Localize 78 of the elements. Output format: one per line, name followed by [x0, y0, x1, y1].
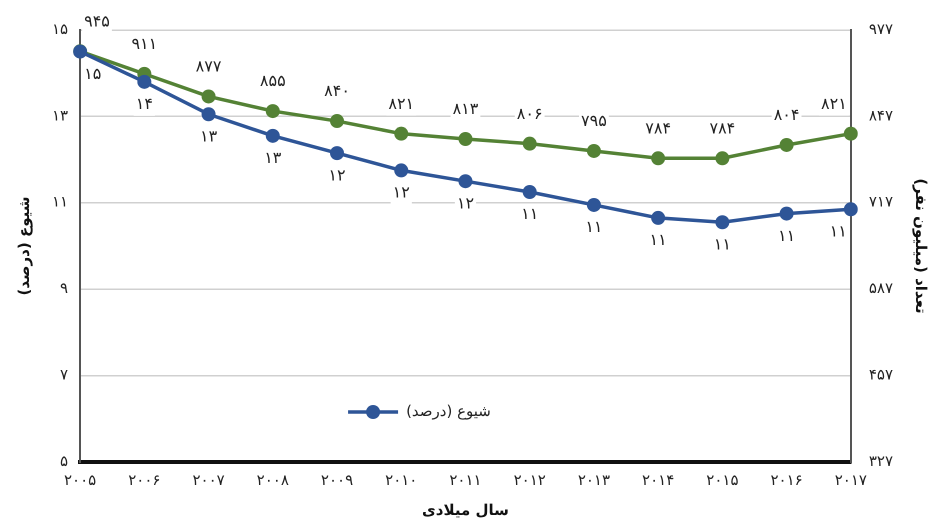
- y-axis-title: شیوع (درصد): [14, 196, 33, 296]
- data-label: ۷۸۴: [645, 118, 672, 138]
- point: [651, 210, 666, 225]
- data-label: ۸۱۳: [452, 99, 479, 118]
- y-tick-label: ۱۳: [52, 106, 68, 124]
- data-label: ۱۲: [328, 165, 346, 184]
- legend-label: شیوع (درصد): [406, 402, 491, 420]
- point: [715, 151, 730, 166]
- point: [586, 198, 601, 212]
- data-label: ۹۴۵: [84, 11, 110, 30]
- point: [266, 128, 280, 143]
- x-tick-label: ۲۰۱۷: [834, 470, 867, 489]
- data-label: ۱۱: [830, 221, 847, 240]
- y2-tick-label: ۵۸۷: [868, 279, 893, 298]
- y-tick-label: ۵: [60, 452, 68, 470]
- point: [586, 144, 601, 158]
- x-tick-label: ۲۰۱۰: [385, 470, 418, 489]
- y-tick-label: ۱۵: [52, 20, 68, 38]
- data-label: ۱۱: [585, 217, 603, 236]
- y-tick-label: ۱۱: [52, 192, 68, 211]
- data-label: ۸۷۷: [196, 56, 222, 76]
- x-tick-label: ۲۰۱۶: [770, 470, 803, 489]
- data-label: ۸۲۱: [821, 94, 847, 113]
- x-tick-label: ۲۰۱۳: [578, 470, 610, 489]
- data-label: ۸۲۱: [388, 94, 414, 113]
- point: [844, 126, 858, 141]
- data-label: ۸۵۵: [260, 71, 286, 90]
- data-label: ۷۸۴: [709, 118, 736, 138]
- point: [266, 104, 280, 118]
- data-label: ۱۱: [778, 226, 796, 245]
- y2-tick-label: ۷۱۷: [868, 192, 893, 211]
- y-tick-label: ۹: [60, 279, 68, 298]
- x-tick-label: ۲۰۱۲: [514, 470, 546, 489]
- y2-tick-label: ۸۴۷: [868, 106, 893, 124]
- y2-tick-label: ۳۲۷: [868, 452, 893, 470]
- x-tick-label: ۲۰۱۱: [449, 470, 482, 489]
- y2-axis-title: تعداد (میلیون نفر): [912, 178, 930, 314]
- point: [330, 146, 344, 160]
- data-label: ۷۹۵: [581, 111, 607, 130]
- data-label: ۱۲: [392, 182, 410, 202]
- y2-tick-label: ۴۵۷: [868, 365, 893, 384]
- x-tick-label: ۲۰۰۹: [320, 470, 354, 489]
- point: [202, 89, 216, 104]
- x-tick-label: ۲۰۰۵: [64, 470, 96, 489]
- point: [522, 185, 537, 199]
- point: [458, 132, 472, 146]
- data-label: ۱۳: [200, 126, 218, 146]
- data-label: ۸۴۰: [324, 81, 350, 100]
- point: [202, 107, 216, 122]
- data-label: ۱۵: [84, 64, 102, 83]
- point: [137, 74, 152, 89]
- x-axis-title: سال میلادی: [422, 500, 509, 519]
- point: [522, 136, 537, 151]
- x-tick-label: ۲۰۰۶: [128, 470, 160, 489]
- point: [330, 114, 344, 128]
- data-label: ۱۳: [264, 148, 282, 167]
- data-label: ۱۱: [714, 234, 731, 254]
- point: [780, 138, 794, 152]
- point: [458, 174, 472, 188]
- data-label: ۸۰۴: [774, 105, 800, 124]
- data-label: ۱۲: [456, 193, 474, 212]
- point: [715, 215, 730, 230]
- point: [394, 126, 408, 141]
- data-label: ۱۱: [650, 230, 667, 250]
- x-tick-label: ۲۰۱۵: [706, 470, 738, 489]
- data-label: ۱۱: [521, 204, 538, 224]
- point: [394, 163, 408, 178]
- x-tick-label: ۲۰۱۴: [642, 470, 674, 489]
- data-label: ۱۴: [136, 94, 153, 113]
- point: [844, 202, 858, 216]
- y-tick-label: ۷: [60, 365, 68, 384]
- data-label: ۹۱۱: [131, 34, 158, 54]
- y2-tick-label: ۹۷۷: [868, 20, 893, 38]
- point: [780, 206, 794, 221]
- x-tick-label: ۲۰۰۷: [192, 470, 225, 489]
- point: [651, 151, 666, 166]
- data-label: ۸۰۶: [516, 104, 543, 123]
- x-tick-label: ۲۰۰۸: [256, 470, 289, 489]
